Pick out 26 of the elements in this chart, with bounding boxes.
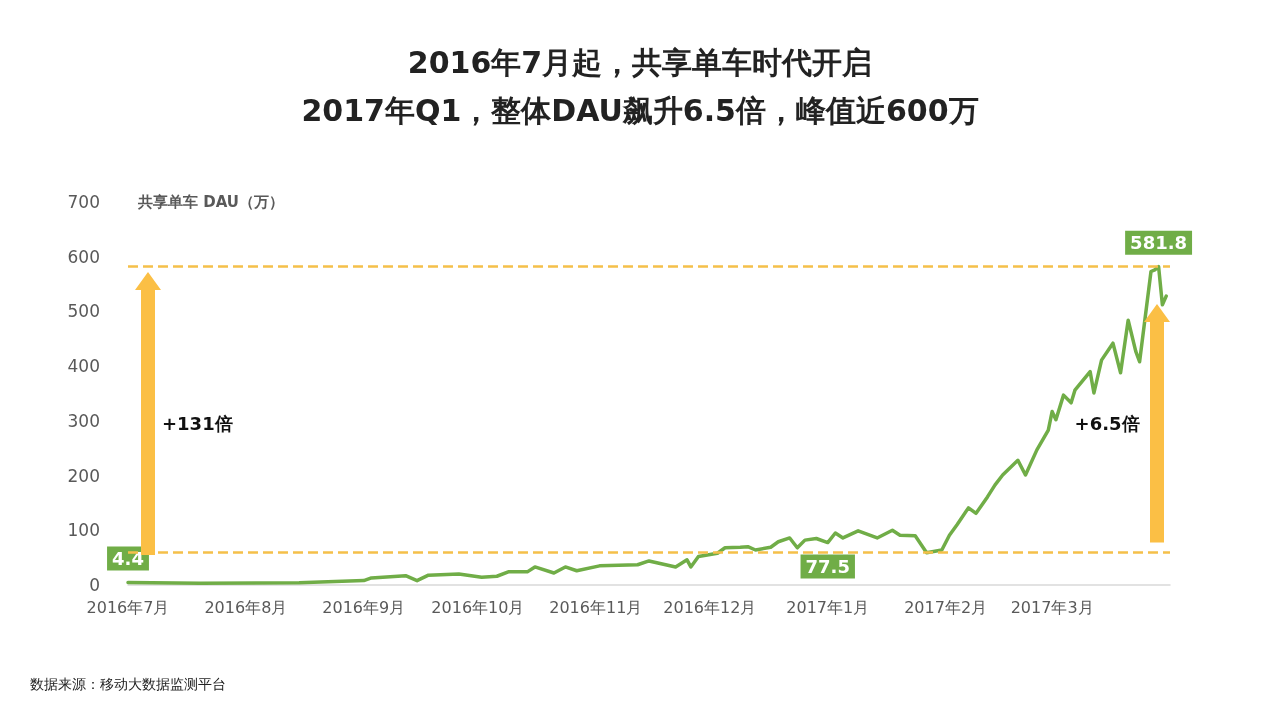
data-label: 581.8	[1130, 232, 1188, 254]
y-tick-label: 0	[89, 575, 100, 595]
x-tick-label: 2017年1月	[786, 597, 870, 617]
y-tick-label: 300	[67, 410, 100, 431]
x-tick-label: 2017年3月	[1010, 597, 1094, 617]
chart-subtitle: 2017年Q1，整体DAU飙升6.5倍，峰值近600万	[301, 92, 979, 128]
y-axis-title: 共享单车 DAU（万）	[137, 193, 285, 211]
y-tick-label: 400	[67, 356, 100, 377]
x-tick-label: 2017年2月	[904, 597, 988, 617]
x-tick-label: 2016年9月	[322, 597, 406, 617]
y-tick-label: 600	[67, 246, 100, 267]
x-tick-label: 2016年8月	[204, 597, 288, 617]
x-tick-label: 2016年12月	[663, 597, 757, 617]
y-tick-label: 200	[67, 465, 100, 486]
data-label: 4.4	[112, 548, 144, 570]
x-tick-label: 2016年7月	[86, 597, 170, 617]
x-tick-label: 2016年11月	[549, 597, 643, 617]
y-tick-label: 500	[67, 301, 100, 322]
y-tick-label: 700	[67, 192, 100, 212]
annotation: +131倍	[162, 412, 233, 437]
annotation: +6.5倍	[1074, 412, 1140, 437]
x-tick-label: 2016年10月	[431, 597, 525, 617]
source-note: 数据来源：移动大数据监测平台	[30, 676, 226, 694]
chart-title: 2016年7月起，共享单车时代开启	[407, 44, 873, 80]
data-label: 77.5	[805, 556, 850, 578]
y-tick-label: 100	[67, 520, 100, 541]
